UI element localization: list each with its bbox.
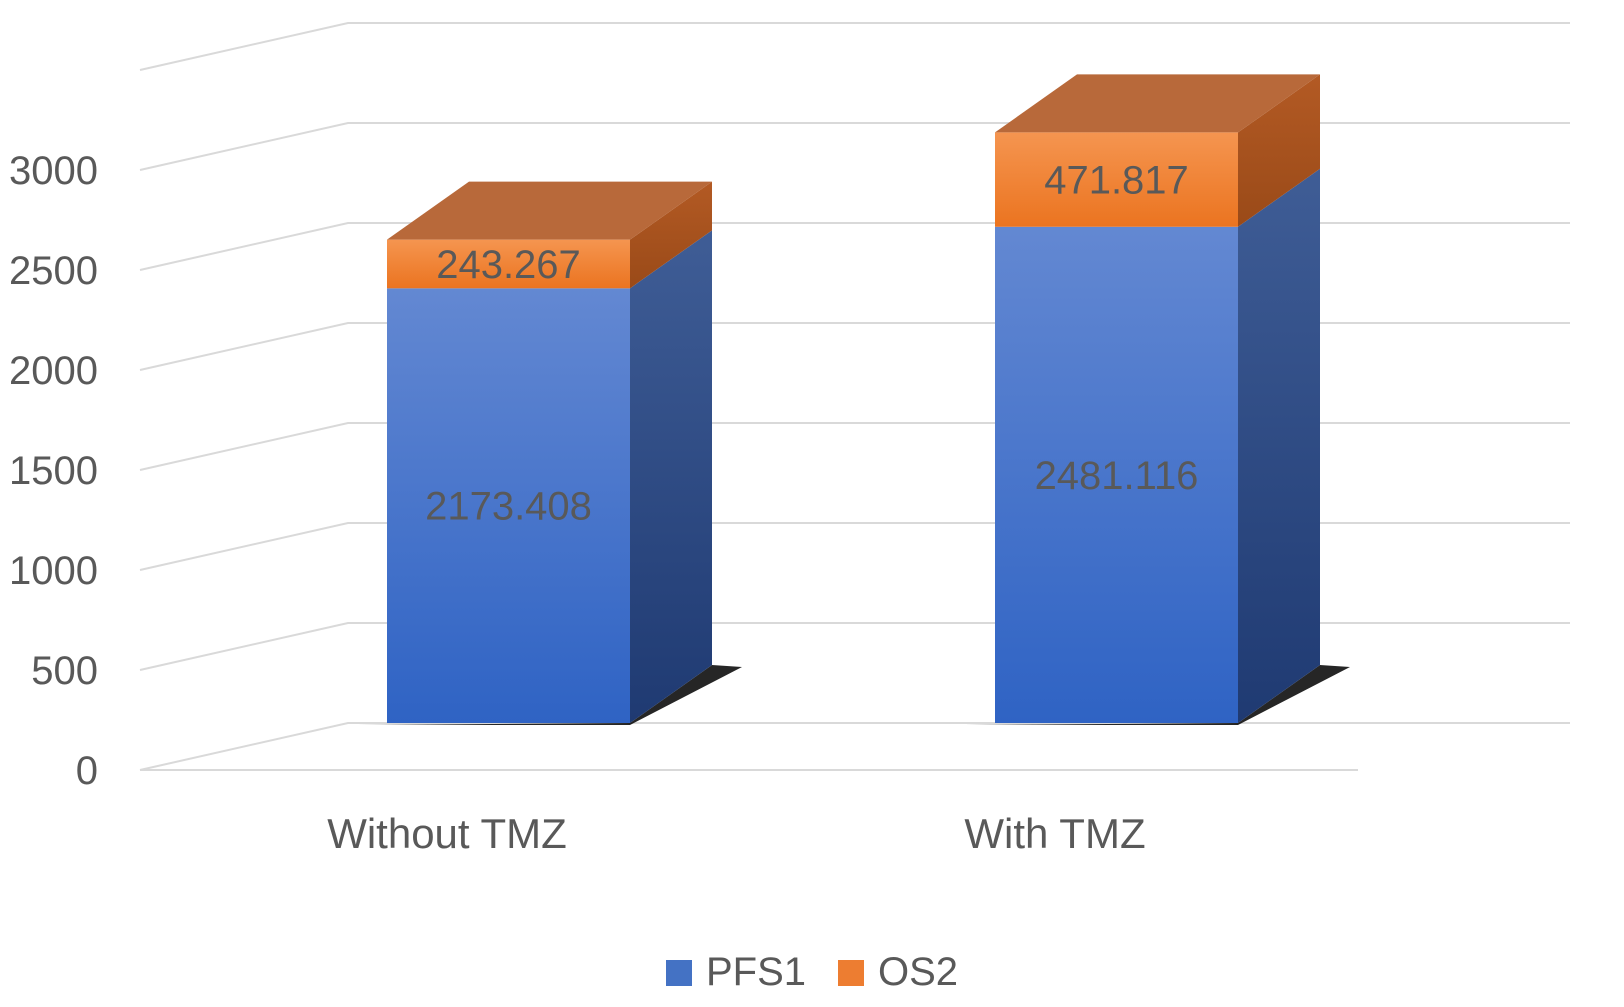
y-tick-label: 2500: [9, 249, 98, 293]
y-tick-label: 3000: [9, 149, 98, 193]
x-category-label: Without TMZ: [327, 810, 567, 857]
bar-segment-pfs1-1-side: [1238, 168, 1320, 723]
x-axis-category-labels: Without TMZ With TMZ: [327, 810, 1145, 857]
gridline: [139, 422, 1570, 471]
legend: PFS1 OS2: [0, 950, 1624, 995]
gridline: [139, 222, 1570, 271]
gridline: [139, 622, 1570, 671]
bar-segment-pfs1-1-front: [995, 226, 1238, 723]
gridlines: [139, 22, 1570, 771]
bar-segment-pfs1-0-side: [630, 230, 712, 723]
y-tick-label: 0: [76, 749, 98, 793]
gridline: [139, 322, 1570, 371]
bar-segment-os2-0-front: [387, 239, 630, 289]
x-category-label: With TMZ: [964, 810, 1145, 857]
bar-segment-pfs1-0-front: [387, 288, 630, 723]
bars: 2173.408 243.267 2481.116 471.817: [357, 74, 1350, 725]
bar-segment-os2-1-front: [995, 132, 1238, 227]
data-label-pfs1-0: 2173.408: [425, 485, 592, 529]
legend-label-pfs1: PFS1: [705, 950, 806, 994]
y-tick-label: 2000: [9, 349, 98, 393]
bar-segment-os2-0-top: [387, 181, 712, 240]
bar-segment-os2-0-side: [630, 181, 712, 289]
y-tick-label: 1500: [9, 449, 98, 493]
legend-item-os2: OS2: [838, 950, 958, 995]
data-label-os2-1: 471.817: [1044, 159, 1189, 203]
gridline: [139, 22, 1570, 71]
legend-item-pfs1: PFS1: [665, 950, 806, 995]
legend-swatch-pfs1: [665, 959, 692, 986]
y-axis-tick-labels: 0 500 1000 1500 2000 2500 3000: [9, 149, 98, 793]
data-label-pfs1-1: 2481.116: [1035, 454, 1199, 498]
bar-segment-os2-1-side: [1238, 74, 1320, 227]
data-label-os2-0: 243.267: [436, 243, 581, 287]
legend-label-os2: OS2: [878, 950, 959, 994]
gridline: [139, 722, 1570, 771]
y-tick-label: 1000: [9, 549, 98, 593]
legend-swatch-os2: [838, 959, 864, 986]
bar-segment-os2-1-top: [995, 74, 1320, 133]
gridline: [139, 122, 1570, 171]
gridline: [139, 522, 1570, 571]
y-tick-label: 500: [31, 649, 98, 693]
